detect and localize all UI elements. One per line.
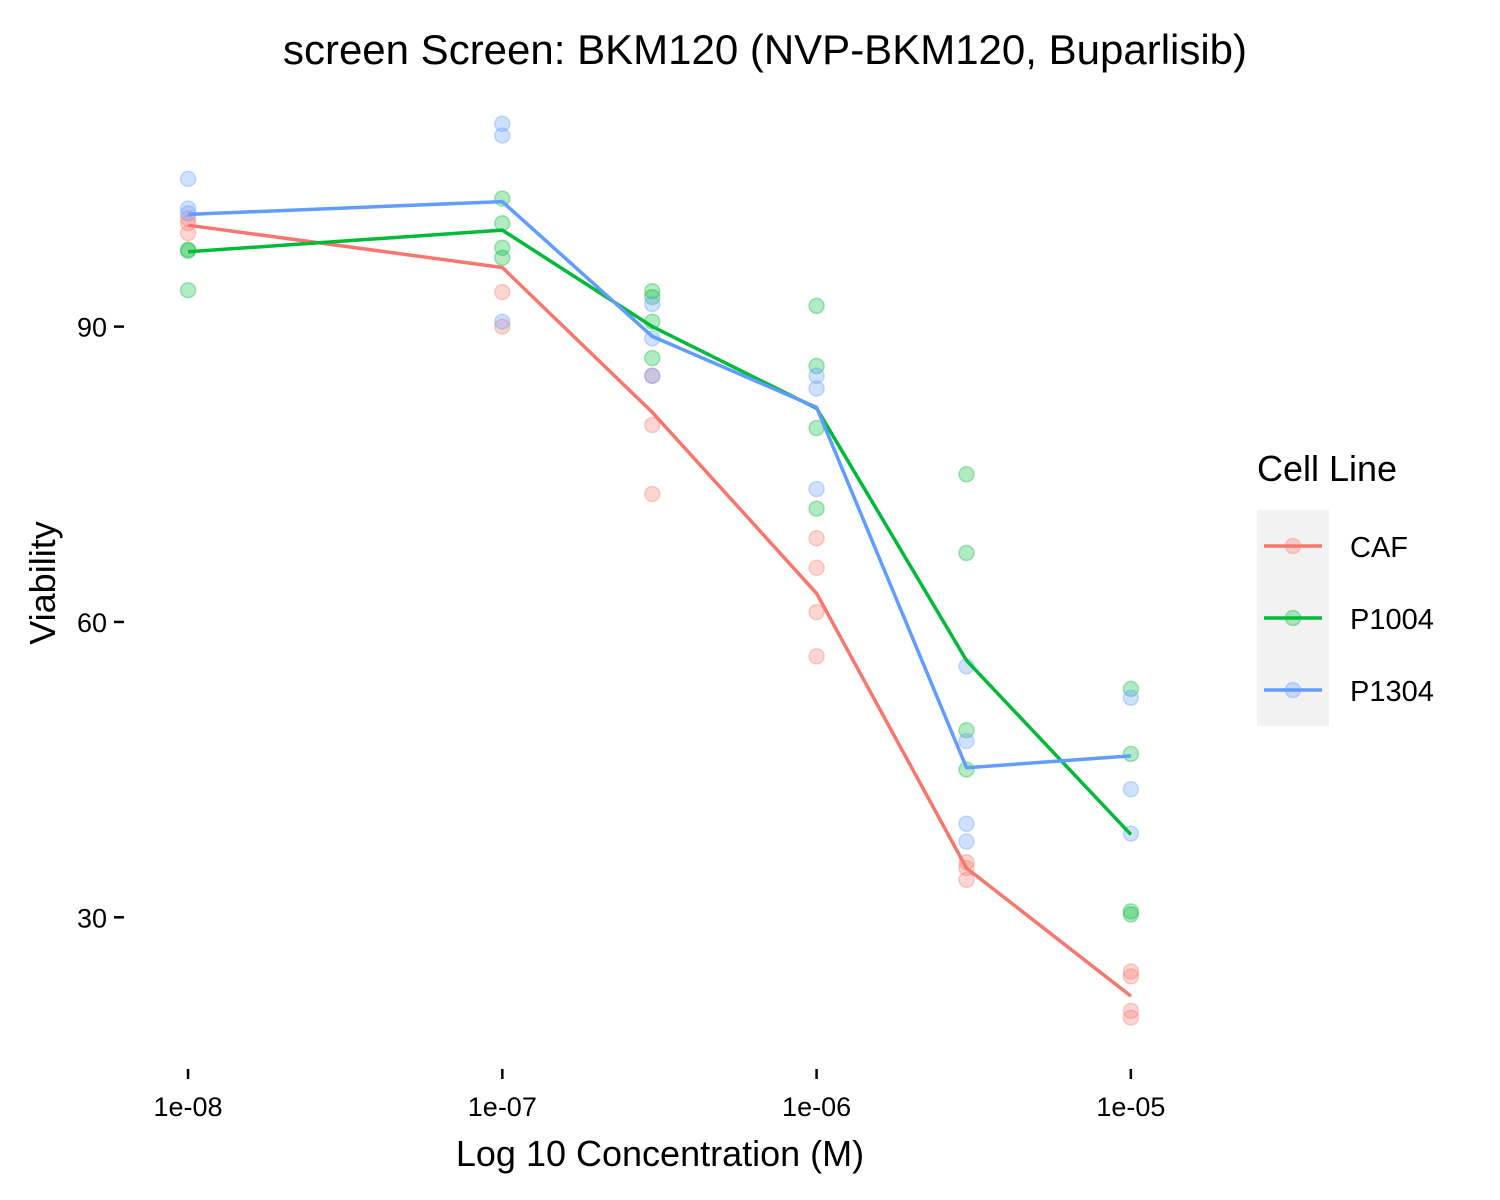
chart-title: screen Screen: BKM120 (NVP-BKM120, Bupar… (283, 26, 1247, 73)
data-point-caf (808, 530, 825, 547)
legend-marker-p1304 (1284, 681, 1302, 699)
data-point-p1004 (179, 281, 197, 299)
x-tick-label: 1e-07 (468, 1092, 537, 1122)
data-point-p1004 (644, 349, 661, 367)
data-point-p1304 (494, 313, 511, 330)
data-point-caf (808, 559, 825, 577)
data-point-caf (958, 871, 975, 889)
y-axis-title: Viability (22, 521, 63, 644)
data-point-p1304 (1122, 781, 1140, 798)
data-point-p1004 (958, 722, 975, 739)
data-point-caf (1122, 1002, 1140, 1020)
x-tick-label: 1e-08 (154, 1092, 223, 1122)
data-point-p1304 (179, 170, 197, 188)
data-point-p1304 (958, 815, 975, 833)
data-point-caf (1122, 963, 1140, 980)
series-p1304-points (179, 115, 1140, 850)
data-point-p1004 (1122, 745, 1140, 763)
series-caf-points (179, 210, 1140, 1026)
data-point-caf (1122, 968, 1140, 985)
data-point-caf (808, 648, 825, 665)
data-point-p1304 (958, 833, 975, 850)
x-tick-label: 1e-05 (1096, 1092, 1165, 1122)
data-point-p1004 (494, 249, 511, 266)
data-point-p1304 (958, 732, 975, 750)
data-point-p1304 (644, 295, 661, 313)
legend-label-caf: CAF (1350, 532, 1408, 564)
data-point-p1304 (808, 367, 825, 385)
x-axis-title: Log 10 Concentration (M) (456, 1133, 864, 1174)
data-point-p1004 (644, 282, 661, 300)
legend-marker-caf (1284, 537, 1302, 555)
legend-marker-p1004 (1284, 609, 1302, 627)
series-line-p1304 (188, 199, 1132, 770)
axes: 1e-08 1e-07 1e-06 1e-05 30 60 90 (77, 313, 1165, 1122)
plot-panel (179, 115, 1140, 1026)
data-point-p1004 (1122, 906, 1140, 923)
y-tick-label: 30 (77, 903, 107, 933)
data-point-p1304 (644, 367, 661, 385)
data-point-p1304 (808, 480, 825, 498)
data-point-caf (644, 367, 661, 385)
data-point-caf (808, 603, 825, 621)
data-point-p1004 (808, 357, 825, 375)
legend-label-p1004: P1004 (1350, 604, 1434, 636)
data-point-caf (1122, 1009, 1140, 1026)
data-point-caf (494, 283, 511, 301)
legend-item-caf: CAF (1264, 532, 1408, 564)
data-point-p1304 (808, 380, 825, 397)
data-point-p1304 (494, 115, 511, 133)
data-point-p1304 (1122, 689, 1140, 707)
y-tick-label: 90 (77, 313, 107, 343)
data-point-caf (179, 224, 197, 242)
data-point-caf (494, 318, 511, 335)
data-point-p1304 (494, 127, 511, 144)
data-point-p1004 (1122, 680, 1140, 698)
legend-item-p1004: P1004 (1264, 604, 1434, 636)
series-p1004-points (179, 190, 1140, 923)
data-point-p1004 (808, 500, 825, 517)
legend-label-p1304: P1304 (1350, 676, 1434, 708)
legend: Cell Line CAF P1004 P1304 (1257, 448, 1434, 726)
data-point-p1004 (494, 239, 511, 257)
data-point-caf (644, 485, 661, 503)
data-point-caf (644, 416, 661, 434)
data-point-p1004 (644, 288, 661, 306)
legend-item-p1304: P1304 (1264, 676, 1434, 708)
data-point-p1304 (179, 200, 197, 217)
data-point-p1004 (958, 466, 975, 483)
data-point-p1004 (808, 297, 825, 315)
data-point-p1004 (1122, 903, 1140, 920)
series-line-p1004 (187, 228, 1133, 836)
series-line-caf (187, 223, 1132, 998)
legend-title: Cell Line (1257, 448, 1397, 489)
data-point-p1004 (958, 544, 975, 562)
y-tick-label: 60 (77, 608, 107, 638)
x-tick-label: 1e-06 (782, 1092, 851, 1122)
